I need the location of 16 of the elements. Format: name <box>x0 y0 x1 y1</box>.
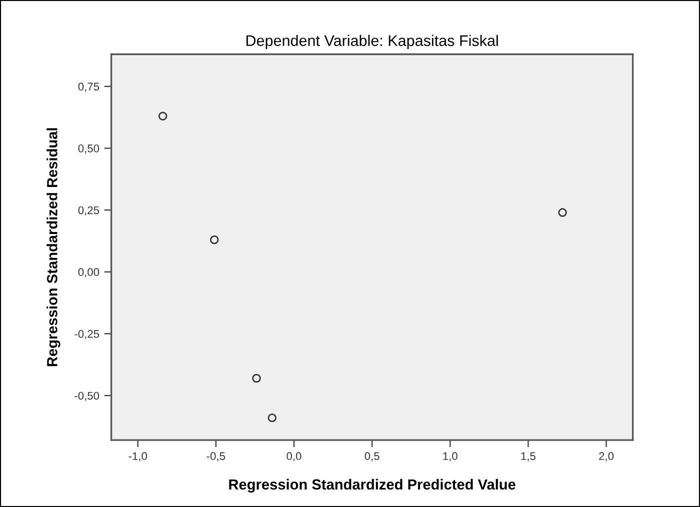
x-tick-label: -1,0 <box>128 452 147 462</box>
x-tick-label: 0,5 <box>364 452 380 462</box>
x-tick-label: 2,0 <box>599 452 614 462</box>
y-tick-label: -0,50 <box>74 392 100 402</box>
y-tick-label: 0,75 <box>78 82 100 92</box>
x-tick-label: 1,5 <box>521 452 536 462</box>
x-tick-label: -0,5 <box>206 452 226 462</box>
y-tick-label: 0,25 <box>78 206 100 216</box>
x-tick-label: 0,0 <box>286 452 302 462</box>
x-tick-label: 1,0 <box>443 452 458 462</box>
x-axis-title: Regression Standardized Predicted Value <box>229 478 516 493</box>
y-tick-label: 0,00 <box>78 268 100 278</box>
chart-title: Dependent Variable: Kapasitas Fiskal <box>246 34 498 50</box>
y-tick-label: 0,50 <box>78 144 100 154</box>
y-axis-title: Regression Standardized Residual <box>46 128 60 366</box>
y-tick-label: -0,25 <box>74 330 100 340</box>
